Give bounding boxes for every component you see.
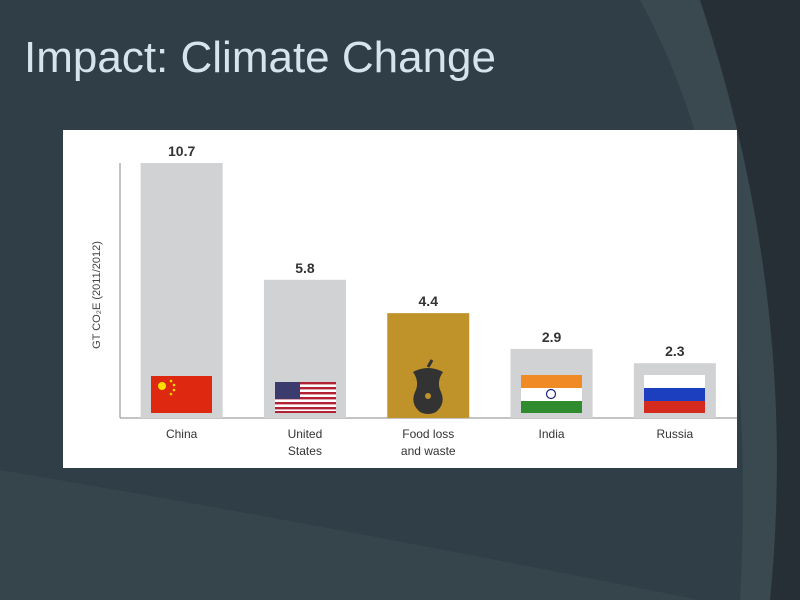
x-tick-label-box: Russia — [656, 427, 694, 441]
flag-usa — [275, 382, 336, 413]
value-label: 2.3 — [665, 343, 685, 359]
value-label: 10.7 — [168, 143, 195, 159]
x-tick-label: China — [165, 427, 198, 441]
slide-title: Impact: Climate Change — [24, 33, 496, 82]
x-tick-label: Food loss and waste — [400, 427, 456, 458]
x-tick-label-box: China — [165, 427, 198, 441]
x-tick-label-box: United States — [287, 427, 323, 458]
x-tick-label: Russia — [656, 427, 694, 441]
x-tick-label: United States — [287, 427, 323, 458]
apple-core-icon — [413, 359, 443, 414]
decor-curve — [0, 470, 700, 600]
icons — [151, 359, 705, 414]
flag-india — [521, 375, 582, 413]
flag-china — [151, 376, 212, 413]
value-label: 4.4 — [419, 293, 439, 309]
x-tick-label: India — [538, 427, 565, 441]
value-label: 2.9 — [542, 329, 562, 345]
decor-curve — [700, 0, 800, 600]
x-tick-label-box: Food loss and waste — [400, 427, 456, 458]
x-tick-label-box: India — [538, 427, 565, 441]
flag-russia — [644, 375, 705, 413]
y-axis-label: GT CO₂E (2011/2012) — [91, 241, 103, 349]
value-label: 5.8 — [295, 260, 315, 276]
bar — [140, 163, 223, 418]
